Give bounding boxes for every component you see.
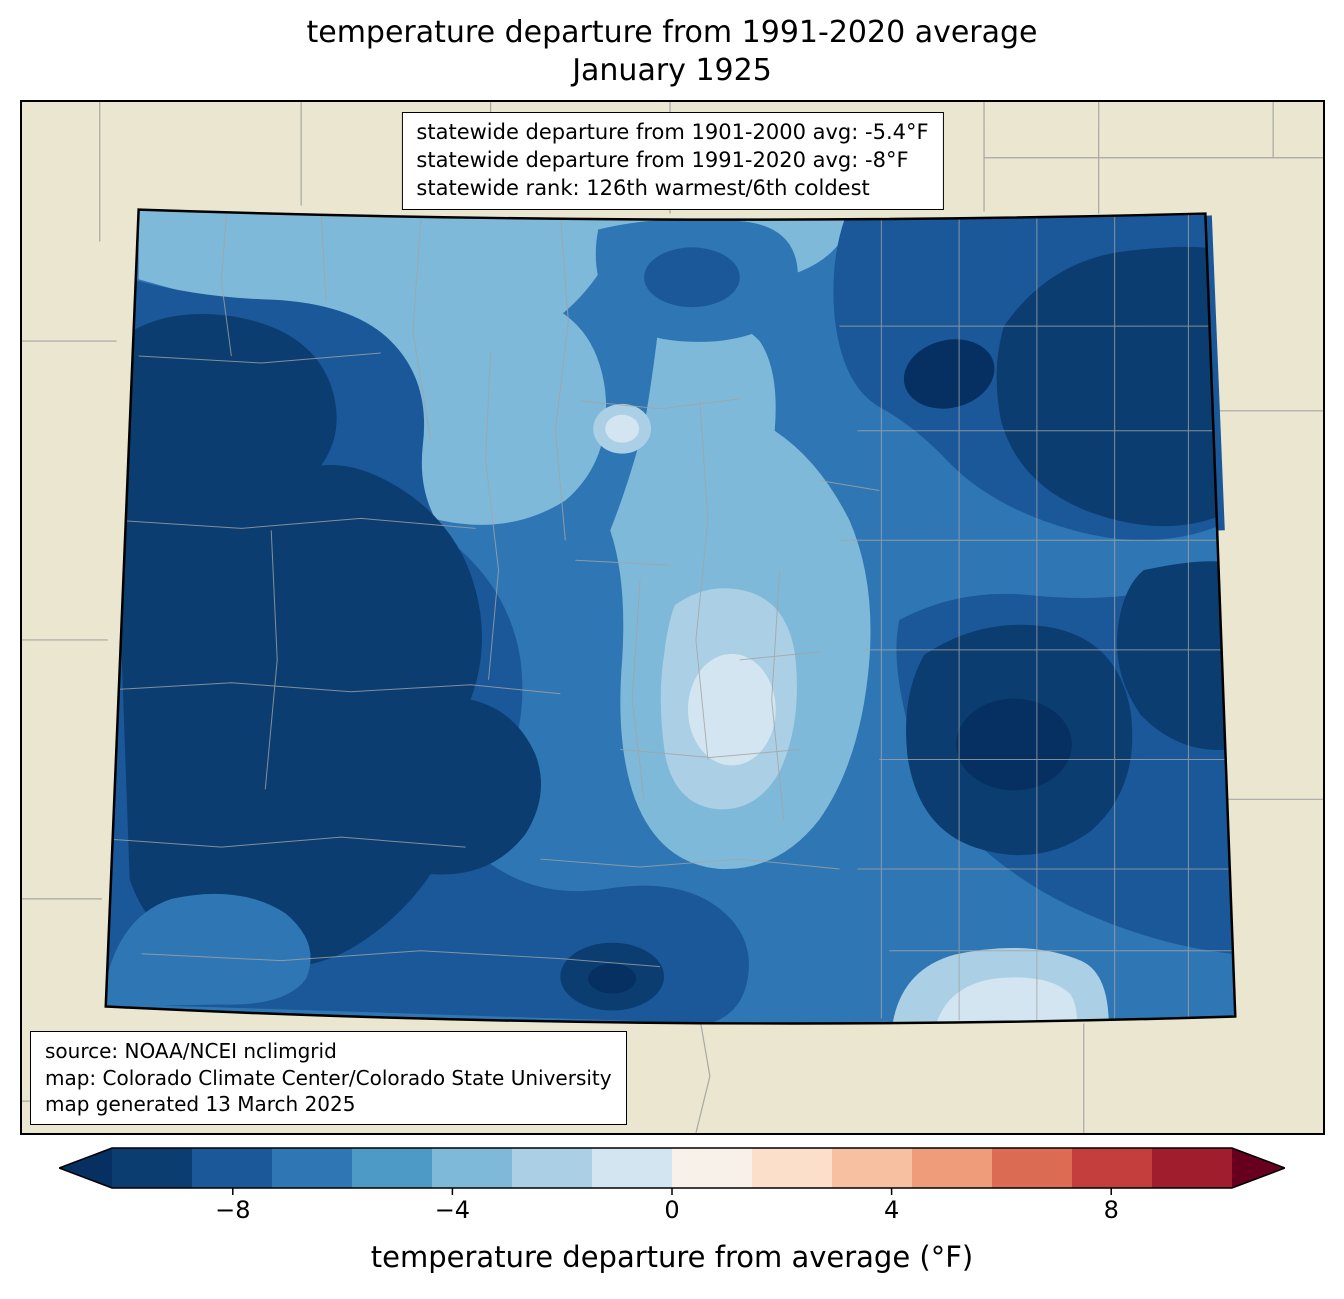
source-box: source: NOAA/NCEI nclimgrid map: Colorad… bbox=[30, 1031, 627, 1125]
state-border bbox=[104, 208, 1237, 1025]
colorbar-outline bbox=[59, 1147, 1285, 1189]
colorbar bbox=[59, 1147, 1285, 1195]
colorbar-segment bbox=[432, 1148, 513, 1188]
colorbar-tick-label: 0 bbox=[664, 1196, 680, 1224]
stats-line-2: statewide departure from 1991-2020 avg: … bbox=[416, 147, 909, 172]
colorbar-tick-labels: −8 −4 0 4 8 bbox=[59, 1196, 1285, 1228]
colorbar-under-arrow bbox=[59, 1148, 112, 1188]
colorbar-segment bbox=[832, 1148, 913, 1188]
map-edge-sliver bbox=[1204, 215, 1225, 531]
colorbar-segment bbox=[672, 1148, 753, 1188]
colorbar-segment bbox=[592, 1148, 673, 1188]
colorbar-tick-label: 8 bbox=[1103, 1196, 1119, 1224]
colorbar-segment bbox=[1072, 1148, 1153, 1188]
colorbar-axis-label: temperature departure from average (°F) bbox=[370, 1240, 974, 1274]
colorbar-segment bbox=[752, 1148, 833, 1188]
stats-line-3: statewide rank: 126th warmest/6th coldes… bbox=[416, 175, 870, 200]
colorbar-segment bbox=[352, 1148, 433, 1188]
figure-title: temperature departure from 1991-2020 ave… bbox=[0, 14, 1344, 89]
colorbar-segment bbox=[192, 1148, 273, 1188]
colorbar-over-arrow bbox=[1232, 1148, 1285, 1188]
colorbar-segment bbox=[272, 1148, 353, 1188]
colorbar-segment bbox=[112, 1148, 193, 1188]
source-line-1: source: NOAA/NCEI nclimgrid bbox=[45, 1039, 337, 1064]
stats-line-1: statewide departure from 1901-2000 avg: … bbox=[416, 120, 929, 144]
colorbar-segment bbox=[512, 1148, 593, 1188]
colorbar-segment bbox=[912, 1148, 993, 1188]
colorbar-tick-label: −4 bbox=[434, 1196, 471, 1224]
colorbar-segment bbox=[992, 1148, 1073, 1188]
colorado-map bbox=[22, 102, 1323, 1133]
colorbar-tick-label: −8 bbox=[215, 1196, 251, 1224]
source-line-2: map: Colorado Climate Center/Colorado St… bbox=[45, 1065, 612, 1090]
source-line-3: map generated 13 March 2025 bbox=[45, 1092, 356, 1117]
contour-fills bbox=[105, 209, 1236, 1024]
colorbar-segment bbox=[1152, 1148, 1233, 1188]
colorbar-tick-label: 4 bbox=[883, 1196, 900, 1224]
title-line-1: temperature departure from 1991-2020 ave… bbox=[306, 15, 1038, 50]
stats-box: statewide departure from 1901-2000 avg: … bbox=[401, 112, 944, 210]
county-lines bbox=[109, 212, 1233, 1024]
map-axes: statewide departure from 1901-2000 avg: … bbox=[20, 100, 1325, 1135]
title-line-2: January 1925 bbox=[572, 52, 772, 88]
